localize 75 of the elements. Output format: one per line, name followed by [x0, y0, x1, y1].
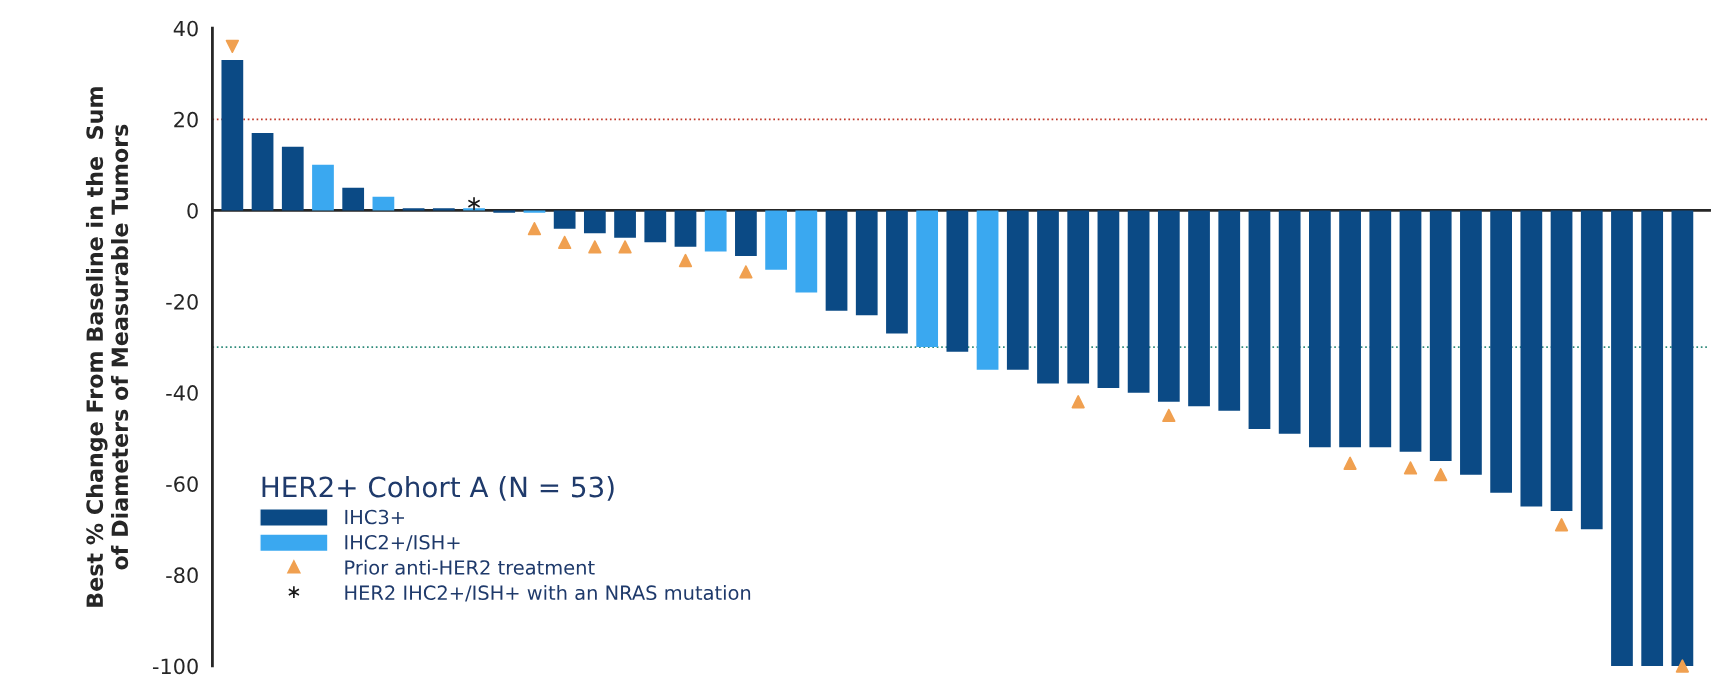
bar — [1157, 210, 1180, 402]
bar — [1339, 210, 1361, 448]
bar — [735, 210, 757, 256]
bar — [1037, 210, 1059, 384]
y-tick-label: 20 — [174, 111, 198, 128]
point — [1434, 468, 1448, 482]
bar — [886, 210, 908, 334]
bar — [553, 210, 576, 229]
bar — [493, 210, 516, 213]
legend-label: IHC2+/ISH+ — [345, 534, 460, 552]
point — [1071, 395, 1085, 409]
bar — [342, 187, 365, 211]
point — [1343, 456, 1357, 470]
bar — [523, 210, 546, 213]
point — [468, 196, 480, 211]
y-tick-label: 40 — [173, 20, 198, 37]
point — [558, 235, 572, 249]
bar — [1097, 210, 1120, 389]
bar — [1641, 210, 1664, 666]
bar — [1309, 210, 1331, 448]
bar — [704, 210, 727, 252]
legend-title: HER2+ Cohort A (N = 53) — [262, 476, 614, 501]
bar — [825, 210, 848, 311]
bar — [1580, 210, 1603, 530]
bar — [1067, 210, 1090, 384]
y-tick-label: -80 — [166, 567, 198, 584]
bar — [1550, 210, 1573, 512]
bar — [614, 210, 636, 238]
bar — [1127, 210, 1150, 393]
bar — [644, 210, 667, 243]
y-axis-title: Best % Change From Baseline in the Sum of Diameters of Measurable Tumors — [85, 87, 129, 607]
legend-label: Prior anti-HER2 treatment — [345, 559, 595, 575]
bar — [1006, 210, 1029, 370]
bar — [1188, 210, 1210, 407]
y-tick-label: -20 — [166, 293, 198, 310]
bar — [1520, 210, 1543, 507]
y-tick-label: -60 — [166, 476, 198, 492]
bar — [583, 210, 606, 234]
point — [618, 240, 632, 254]
y-tick-label: -100 — [152, 658, 198, 675]
bar — [1429, 210, 1452, 461]
point — [588, 240, 602, 254]
point — [527, 222, 542, 236]
bar — [1671, 210, 1694, 666]
point — [739, 265, 753, 279]
bar — [251, 132, 274, 211]
bar — [1399, 210, 1422, 452]
bar — [221, 60, 244, 211]
point — [1162, 408, 1176, 423]
bar — [1248, 210, 1271, 430]
point — [1554, 518, 1569, 532]
bar — [1611, 210, 1633, 666]
bar — [946, 210, 969, 352]
bar — [976, 210, 999, 370]
y-tick-label: -40 — [166, 385, 198, 401]
bar — [1218, 210, 1241, 411]
point — [1675, 659, 1690, 673]
bar — [281, 146, 304, 211]
bar — [765, 210, 787, 270]
bar — [674, 210, 697, 247]
bar — [1490, 210, 1513, 493]
legend-label: IHC3+ — [345, 509, 404, 525]
point — [225, 39, 239, 54]
bar — [795, 210, 818, 293]
bar — [1278, 210, 1301, 434]
point — [678, 253, 693, 268]
bar — [916, 210, 939, 348]
bar — [372, 196, 395, 211]
bar — [1369, 210, 1392, 448]
y-tick-label: 0 — [187, 202, 198, 219]
point — [1403, 461, 1418, 475]
bar — [855, 210, 878, 316]
legend-label: HER2 IHC2+/ISH+ with an NRAS mutation — [345, 585, 751, 602]
bar — [1460, 210, 1482, 475]
bar — [312, 164, 334, 211]
